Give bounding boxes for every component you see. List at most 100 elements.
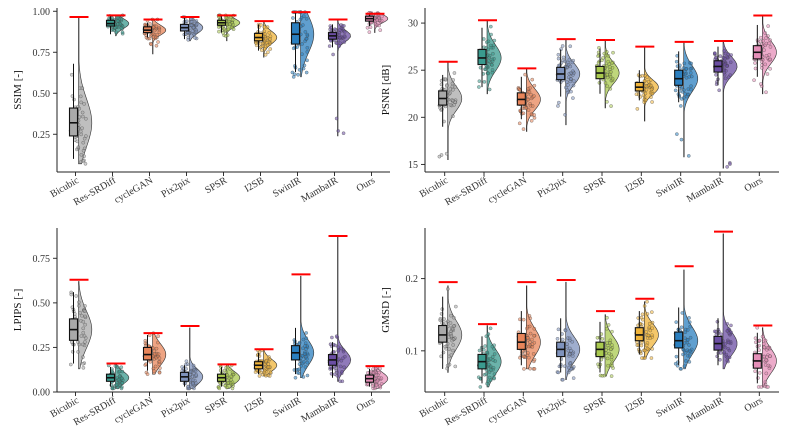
y-tick-label: 15 [408,160,418,171]
data-point [727,331,731,336]
data-point [156,340,160,345]
data-point [757,371,762,375]
data-point [230,386,235,391]
data-point [305,58,309,63]
x-tick-label: I2SB [243,175,267,195]
data-point [82,154,86,158]
data-point [194,22,199,27]
series-bicubic: Bicubic [49,16,93,200]
data-point [334,334,339,338]
data-point [454,304,458,309]
data-point [148,22,152,26]
data-point [78,311,82,315]
data-point [300,42,304,46]
data-point [763,380,768,384]
data-point [83,309,87,314]
data-point [338,364,343,369]
data-point [449,313,453,318]
y-tick-label: 0.1 [406,346,419,357]
x-tick-label: cycleGAN [112,395,155,426]
data-point [194,373,198,377]
data-point [642,79,647,83]
data-point [645,346,650,351]
data-point [725,322,730,326]
data-point [119,376,124,381]
data-point [532,116,537,120]
data-point [193,36,197,40]
box [68,107,79,137]
data-point [753,369,757,373]
data-point [608,347,613,352]
data-point [268,34,273,39]
data-point [641,317,645,322]
violin [604,40,620,109]
data-point [561,377,565,382]
data-point [644,84,649,89]
data-point [148,360,153,364]
data-point [116,15,120,20]
series-ours: Ours [355,365,389,414]
data-point [687,154,691,158]
data-point [566,370,571,375]
data-point [379,382,384,386]
data-point [605,84,610,88]
data-point [145,372,150,376]
data-point [335,370,339,375]
data-point [530,337,534,342]
data-point [76,145,81,149]
data-point [72,97,76,102]
data-point [597,81,602,85]
y-tick-label: 0.75 [33,254,51,265]
data-point [336,345,340,349]
data-point [116,19,120,23]
data-point [341,131,346,135]
data-point [644,330,649,334]
data-point [762,354,766,359]
data-point [532,113,536,117]
data-point [596,54,600,58]
data-point [762,48,766,52]
data-point [226,380,231,385]
data-point [521,317,526,322]
data-point [79,334,84,338]
data-point [82,102,86,106]
x-tick-label: SwinIR [271,395,303,420]
violin [337,236,352,382]
data-point [333,27,337,31]
data-point [154,44,159,48]
data-point [690,74,694,79]
data-point [729,60,733,65]
panel-ssim: 0.25 0.50 0.75 1.00 SSIM [-] BicubicRes-SRDif… [12,7,390,208]
data-point [230,370,235,375]
data-point [490,63,494,67]
data-point [226,19,231,24]
data-point [300,52,304,56]
data-point [759,385,764,389]
data-point [764,371,769,376]
data-point [189,23,194,27]
data-point [263,53,268,57]
data-point [556,53,561,57]
data-point [224,365,228,370]
data-point [81,148,86,153]
data-point [529,92,533,97]
data-point [151,25,156,30]
series-pix2pix: Pix2pix [536,279,581,420]
series-i2sb: I2SB [624,297,659,415]
data-point [152,28,157,33]
data-point [488,357,493,361]
data-point [687,354,692,358]
data-point [342,365,346,369]
y-tick-label: 25 [408,66,418,77]
data-point [489,378,493,382]
data-point [445,84,449,88]
data-point [521,111,526,116]
data-point [330,335,334,340]
data-point [301,66,306,71]
data-point [722,49,726,53]
data-point [492,38,497,43]
data-point [649,83,653,88]
data-point [80,86,85,90]
x-tick-label: SwinIR [654,395,686,420]
